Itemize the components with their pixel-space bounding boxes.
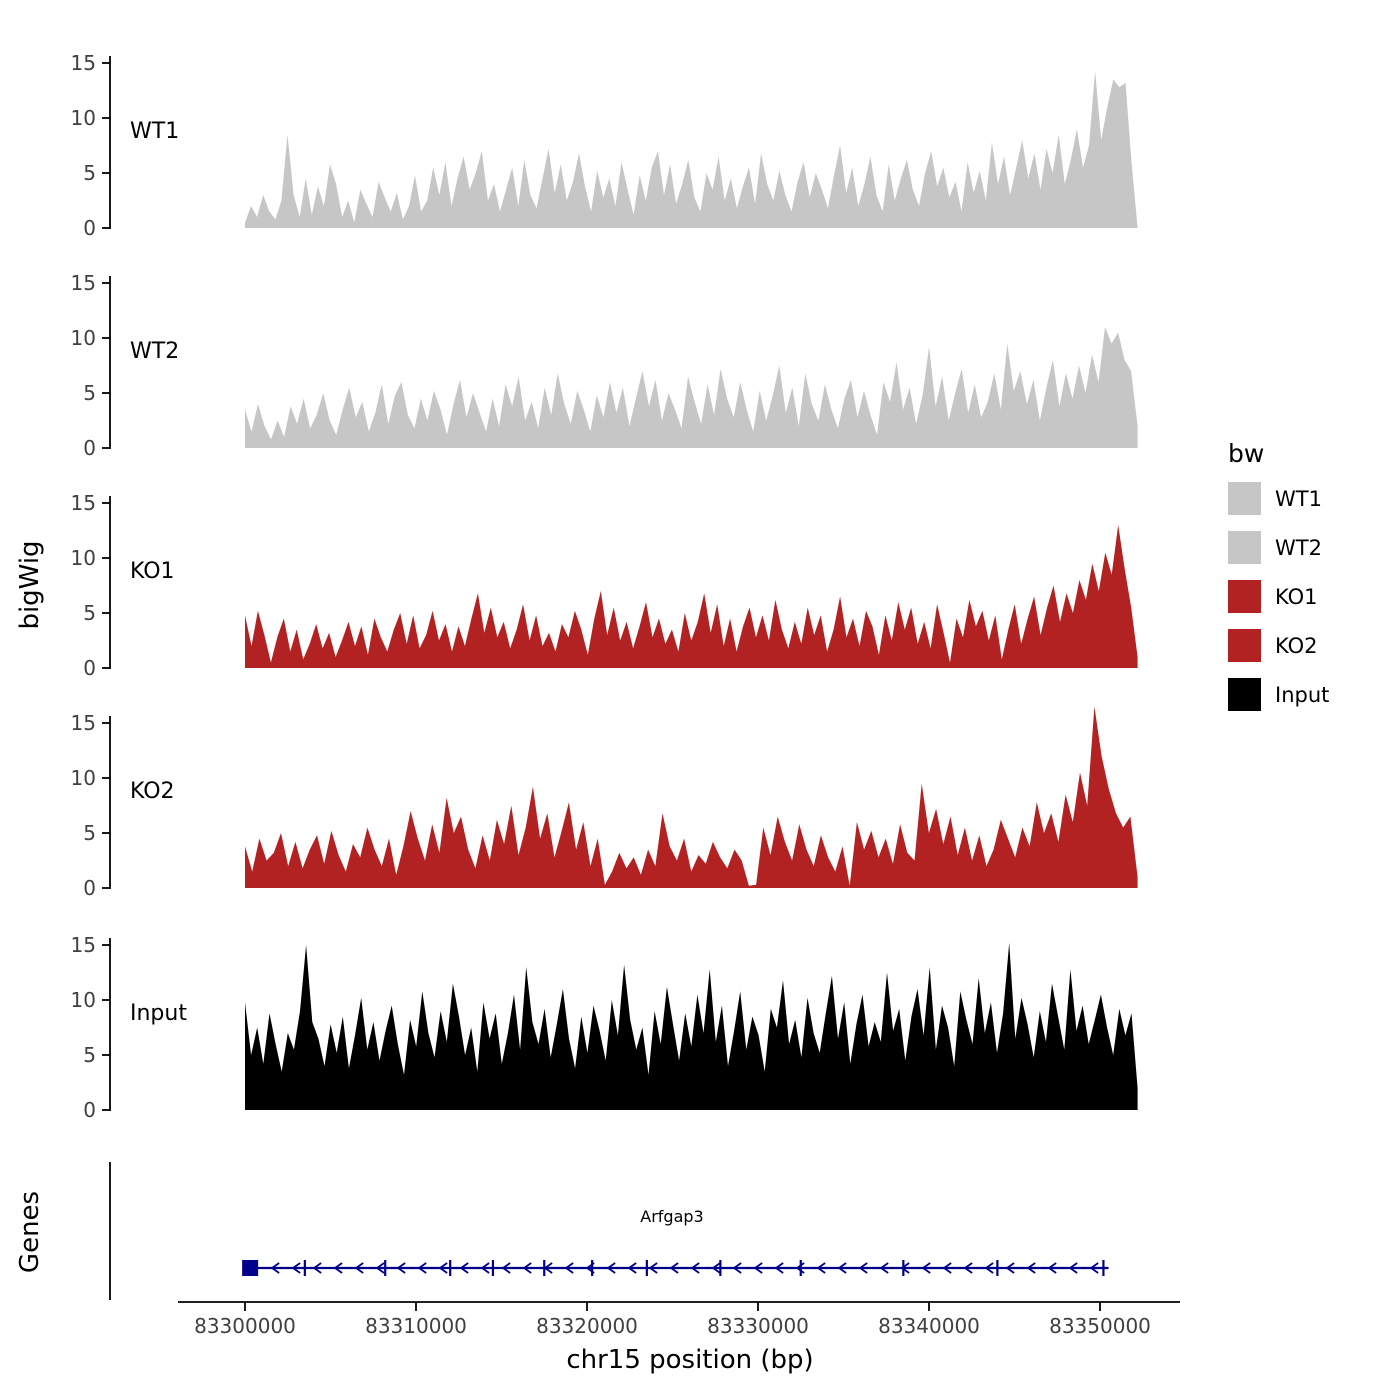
y-tick-label: 10: [71, 326, 96, 350]
y-tick-label: 5: [83, 161, 96, 185]
track-label-wt2: WT2: [130, 339, 179, 364]
gene-strand-arrow: [375, 1262, 385, 1274]
signal-area-wt2: [245, 327, 1138, 448]
x-tick-label: 83310000: [365, 1314, 467, 1338]
signal-area-ko1: [245, 525, 1138, 668]
gene-strand-arrow: [1026, 1262, 1036, 1274]
y-tick-label: 15: [71, 51, 96, 75]
gene-strand-arrow: [816, 1262, 826, 1274]
gene-label: Arfgap3: [640, 1207, 703, 1226]
signal-area-input: [245, 942, 1138, 1110]
gene-strand-arrow: [732, 1262, 742, 1274]
gene-strand-arrow: [795, 1262, 805, 1274]
signal-area-ko2: [245, 706, 1138, 888]
y-tick-label: 15: [71, 933, 96, 957]
gene-strand-arrow: [963, 1262, 973, 1274]
y-tick-label: 5: [83, 1043, 96, 1067]
legend-swatch-ko2: [1228, 629, 1261, 662]
y-tick-label: 15: [71, 711, 96, 735]
x-tick-label: 83350000: [1049, 1314, 1151, 1338]
y-tick-label: 15: [71, 491, 96, 515]
y-tick-label: 15: [71, 271, 96, 295]
gene-strand-arrow: [606, 1262, 616, 1274]
gene-strand-arrow: [774, 1262, 784, 1274]
gene-strand-arrow: [1089, 1262, 1099, 1274]
gene-strand-arrow: [900, 1262, 910, 1274]
y-tick-label: 10: [71, 988, 96, 1012]
track-label-wt1: WT1: [130, 119, 179, 144]
x-tick-label: 83320000: [536, 1314, 638, 1338]
gene-strand-arrow: [417, 1262, 427, 1274]
gene-strand-arrow: [270, 1262, 280, 1274]
x-tick-label: 83340000: [878, 1314, 980, 1338]
gene-strand-arrow: [690, 1262, 700, 1274]
gene-strand-arrow: [1068, 1262, 1078, 1274]
gene-strand-arrow: [585, 1262, 595, 1274]
gene-strand-arrow: [480, 1262, 490, 1274]
gene-strand-arrow: [396, 1262, 406, 1274]
gene-strand-arrow: [921, 1262, 931, 1274]
y-tick-label: 10: [71, 546, 96, 570]
gene-strand-arrow: [1047, 1262, 1057, 1274]
gene-strand-arrow: [354, 1262, 364, 1274]
legend-title: bw: [1228, 439, 1264, 468]
signal-area-wt1: [245, 70, 1138, 228]
y-tick-label: 10: [71, 766, 96, 790]
gene-strand-arrow: [333, 1262, 343, 1274]
legend-swatch-ko1: [1228, 580, 1261, 613]
gene-strand-arrow: [312, 1262, 322, 1274]
legend-label-input: Input: [1275, 683, 1329, 707]
gene-strand-arrow: [1005, 1262, 1015, 1274]
legend-label-wt2: WT2: [1275, 536, 1322, 560]
track-label-ko2: KO2: [130, 779, 175, 804]
x-tick-label: 83300000: [194, 1314, 296, 1338]
gene-strand-arrow: [711, 1262, 721, 1274]
y-tick-label: 5: [83, 821, 96, 845]
gene-strand-arrow: [291, 1262, 301, 1274]
legend-label-ko1: KO1: [1275, 585, 1318, 609]
gene-strand-arrow: [522, 1262, 532, 1274]
gene-start-box: [242, 1260, 259, 1276]
gene-strand-arrow: [669, 1262, 679, 1274]
y-tick-label: 10: [71, 106, 96, 130]
y-tick-label: 0: [83, 1098, 96, 1122]
y-tick-label: 0: [83, 656, 96, 680]
legend-swatch-wt1: [1228, 482, 1261, 515]
legend-label-ko2: KO2: [1275, 634, 1318, 658]
gene-strand-arrow: [858, 1262, 868, 1274]
gene-strand-arrow: [438, 1262, 448, 1274]
gene-strand-arrow: [837, 1262, 847, 1274]
track-label-input: Input: [130, 1001, 187, 1026]
gene-strand-arrow: [459, 1262, 469, 1274]
gene-strand-arrow: [627, 1262, 637, 1274]
y-tick-label: 0: [83, 876, 96, 900]
gene-strand-arrow: [879, 1262, 889, 1274]
y-tick-label: 5: [83, 601, 96, 625]
y-tick-label: 0: [83, 216, 96, 240]
gene-strand-arrow: [942, 1262, 952, 1274]
gene-strand-arrow: [543, 1262, 553, 1274]
gene-strand-arrow: [753, 1262, 763, 1274]
y-tick-label: 0: [83, 436, 96, 460]
gene-strand-arrow: [648, 1262, 658, 1274]
y-tick-label: 5: [83, 381, 96, 405]
legend-swatch-input: [1228, 678, 1261, 711]
track-label-ko1: KO1: [130, 559, 175, 584]
x-axis-title: chr15 position (bp): [566, 1345, 813, 1375]
gene-strand-arrow: [564, 1262, 574, 1274]
x-tick-label: 83330000: [707, 1314, 809, 1338]
plot-dynamic-layer: 0 5 10 15 WT1 0 5 10 15 WT2 0 5 10 15 KO1 0 5 10 15 KO2 0 5 10…: [71, 51, 1330, 1338]
legend-swatch-wt2: [1228, 531, 1261, 564]
y-axis-title: bigWig: [15, 540, 45, 629]
gene-strand-arrow: [501, 1262, 511, 1274]
legend-label-wt1: WT1: [1275, 487, 1322, 511]
gene-strand-arrow: [984, 1262, 994, 1274]
genes-axis-title: Genes: [15, 1191, 45, 1273]
